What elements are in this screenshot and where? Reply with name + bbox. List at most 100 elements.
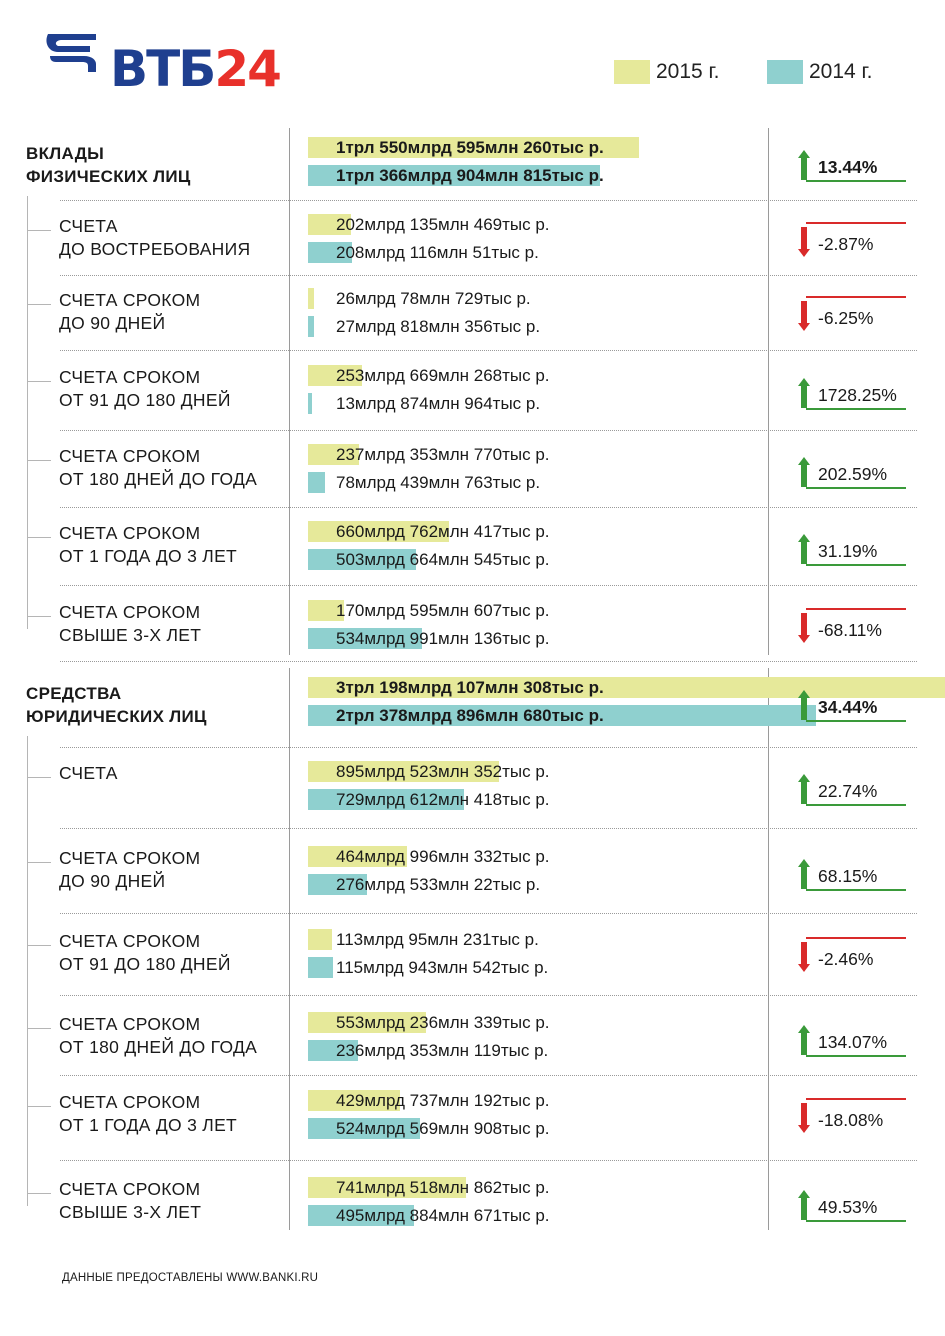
bar-2015: [308, 214, 352, 235]
arrow-up-icon: [798, 859, 810, 889]
change-percent: 202.59%: [818, 464, 888, 484]
row-separator: [60, 430, 917, 431]
arrow-up-icon: [798, 534, 810, 564]
value-2014: 276млрд 533млн 22тыс р.: [336, 875, 541, 894]
label-line: ОТ 91 ДО 180 ДНЕЙ: [59, 954, 231, 974]
logo-text-blue: ВТБ: [110, 40, 216, 98]
change-percent: -2.46%: [818, 949, 874, 969]
row-label: СЧЕТА СРОКОМ ОТ 180 ДНЕЙ ДО ГОДА: [59, 1013, 257, 1059]
group-title: ВКЛАДЫ ФИЗИЧЕСКИХ ЛИЦ: [26, 142, 191, 188]
change-underline: [806, 937, 906, 939]
arrow-down-icon: [798, 301, 810, 331]
row-label: СЧЕТА СРОКОМ СВЫШЕ 3-Х ЛЕТ: [59, 601, 201, 647]
legend-swatch-2015: [614, 60, 650, 85]
bar-2015: [308, 929, 333, 950]
label-line: ЮРИДИЧЕСКИХ ЛИЦ: [26, 707, 207, 726]
change-underline: [806, 720, 906, 722]
value-2014: 27млрд 818млн 356тыс р.: [336, 317, 541, 336]
row-label: СЧЕТА СРОКОМ ДО 90 ДНЕЙ: [59, 289, 200, 335]
bar-2014: [308, 316, 314, 337]
column-divider: [289, 128, 290, 655]
bar-2015: [308, 600, 345, 621]
arrow-down-icon: [798, 227, 810, 257]
bar-2015: [308, 137, 640, 158]
arrow-up-icon: [798, 378, 810, 408]
label-line: ВКЛАДЫ: [26, 144, 105, 163]
tree-branch: [27, 1106, 51, 1107]
row-label: СЧЕТА СРОКОМ ОТ 91 ДО 180 ДНЕЙ: [59, 366, 231, 412]
bar-2015: [308, 1090, 400, 1111]
value-2015: 1трл 550млрд 595млн 260тыс р.: [336, 138, 604, 157]
vtb-swoosh-icon: [46, 34, 96, 72]
change-underline: [806, 889, 906, 891]
change-underline: [806, 1220, 906, 1222]
change-percent: -2.87%: [818, 234, 874, 254]
bar-2014: [308, 242, 353, 263]
tree-branch: [27, 460, 51, 461]
tree-branch: [27, 381, 51, 382]
label-line: СЧЕТА СРОКОМ: [59, 848, 201, 868]
value-2014: 1трл 366млрд 904млн 815тыс р.: [336, 166, 604, 185]
label-line: СЧЕТА СРОКОМ: [59, 290, 201, 310]
row-label: СЧЕТА ДО ВОСТРЕБОВАНИЯ: [59, 215, 250, 261]
bar-2015: [308, 1012, 427, 1033]
column-divider: [768, 668, 769, 1230]
change-percent: 31.19%: [818, 541, 878, 561]
change-underline: [806, 222, 906, 224]
legend-swatch-2014: [767, 60, 803, 85]
logo-text: ВТБ24: [110, 40, 282, 98]
value-2014: 236млрд 353млн 119тыс р.: [336, 1041, 549, 1060]
value-2015: 660млрд 762млн 417тыс р.: [336, 522, 550, 541]
value-2015: 741млрд 518млн 862тыс р.: [336, 1178, 550, 1197]
bar-2015: [308, 677, 945, 698]
value-2015: 553млрд 236млн 339тыс р.: [336, 1013, 550, 1032]
row-label: СЧЕТА СРОКОМ ОТ 91 ДО 180 ДНЕЙ: [59, 930, 231, 976]
tree-branch: [27, 537, 51, 538]
bar-2014: [308, 957, 333, 978]
value-2014: 115млрд 943млн 542тыс р.: [336, 958, 549, 977]
logo-text-red: 24: [214, 40, 282, 98]
column-divider: [768, 128, 769, 655]
row-separator: [60, 661, 917, 662]
label-line: СЧЕТА СРОКОМ: [59, 602, 201, 622]
label-line: ОТ 180 ДНЕЙ ДО ГОДА: [59, 469, 258, 489]
value-2014: 495млрд 884млн 671тыс р.: [336, 1206, 550, 1225]
change-underline: [806, 564, 906, 566]
bar-2014: [308, 1040, 359, 1061]
value-2014: 13млрд 874млн 964тыс р.: [336, 394, 541, 413]
value-2015: 429млрд 737млн 192тыс р.: [336, 1091, 550, 1110]
value-2015: 464млрд 996млн 332тыс р.: [336, 847, 550, 866]
legend-item-2014: 2014 г.: [767, 60, 873, 85]
change-percent: 49.53%: [818, 1197, 878, 1217]
change-percent: 1728.25%: [818, 385, 897, 405]
arrow-up-icon: [798, 1025, 810, 1055]
value-2014: 729млрд 612млн 418тыс р.: [336, 790, 550, 809]
bar-2014: [308, 393, 312, 414]
bar-2014: [308, 165, 600, 186]
bar-2015: [308, 846, 408, 867]
bar-2014: [308, 1118, 421, 1139]
legend-label-2014: 2014 г.: [809, 60, 873, 83]
change-underline: [806, 1055, 906, 1057]
bar-2015: [308, 365, 363, 386]
label-line: СЧЕТА: [59, 216, 118, 236]
label-line: ДО 90 ДНЕЙ: [59, 871, 166, 891]
bar-2014: [308, 628, 423, 649]
bar-2014: [308, 472, 325, 493]
bar-2014: [308, 1205, 414, 1226]
label-line: ФИЗИЧЕСКИХ ЛИЦ: [26, 167, 191, 186]
value-2015: 202млрд 135млн 469тыс р.: [336, 215, 550, 234]
change-percent: 134.07%: [818, 1032, 888, 1052]
bar-2014: [308, 874, 368, 895]
tree-branch: [27, 777, 51, 778]
change-underline: [806, 608, 906, 610]
value-2015: 3трл 198млрд 107млн 308тыс р.: [336, 678, 604, 697]
row-label: СЧЕТА СРОКОМ СВЫШЕ 3-Х ЛЕТ: [59, 1178, 201, 1224]
arrow-down-icon: [798, 942, 810, 972]
label-line: СВЫШЕ 3-Х ЛЕТ: [59, 625, 202, 645]
tree-line: [27, 736, 28, 1206]
row-separator: [60, 747, 917, 748]
value-2015: 237млрд 353млн 770тыс р.: [336, 445, 550, 464]
label-line: ОТ 1 ГОДА ДО 3 ЛЕТ: [59, 1115, 238, 1135]
bar-2015: [308, 521, 450, 542]
